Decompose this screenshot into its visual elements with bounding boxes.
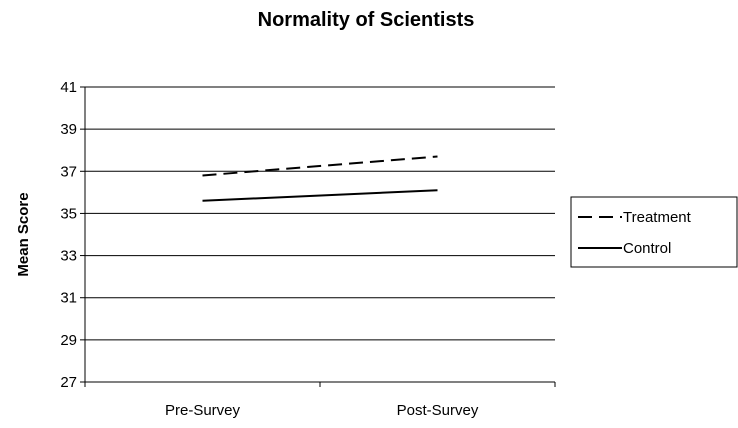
y-tick-label: 31	[60, 290, 77, 307]
legend: Treatment Control	[570, 196, 738, 268]
plot-area: 27 29 31 33 35 37 39 41 Pre-Survey Post-Survey	[60, 79, 556, 419]
chart-title: Normality of Scientists	[258, 9, 475, 31]
y-tick-label: 29	[60, 332, 77, 349]
series-line-treatment	[202, 155, 438, 177]
y-tick-label: 33	[60, 248, 77, 265]
x-tick-label: Post-Survey	[397, 402, 479, 419]
series-line-control	[202, 189, 438, 202]
y-tick-label: 37	[60, 163, 77, 180]
legend-label-treatment: Treatment	[623, 209, 692, 226]
y-axis-label: Mean Score	[15, 192, 32, 276]
gridlines	[85, 86, 555, 341]
series-lines	[202, 155, 438, 202]
legend-items: Treatment Control	[578, 209, 692, 257]
y-axis-ticks: 27 29 31 33 35 37 39 41	[60, 79, 85, 391]
x-tick-label: Pre-Survey	[165, 402, 241, 419]
legend-box	[570, 196, 738, 268]
x-axis-ticks: Pre-Survey Post-Survey	[84, 382, 556, 419]
y-tick-label: 27	[60, 374, 77, 391]
y-tick-label: 39	[60, 121, 77, 138]
legend-label-control: Control	[623, 240, 671, 257]
y-tick-label: 35	[60, 205, 77, 222]
y-tick-label: 41	[60, 79, 77, 96]
